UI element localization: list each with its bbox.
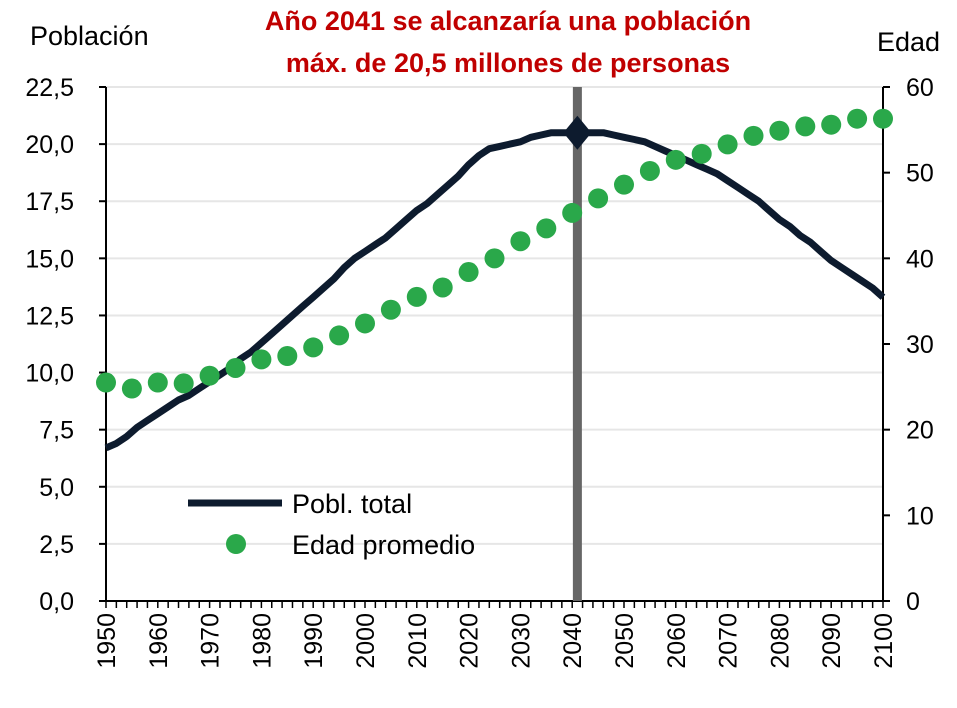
- legend-label-edad-promedio: Edad promedio: [292, 530, 475, 560]
- edad-promedio-point: [562, 202, 583, 223]
- x-tick-label: 2000: [352, 613, 380, 669]
- x-tick-label: 2060: [663, 613, 691, 669]
- edad-promedio-point: [355, 313, 375, 334]
- y-right-tick-label: 40: [906, 245, 934, 273]
- x-tick-label: 1980: [248, 613, 276, 669]
- edad-promedio-point: [847, 108, 868, 129]
- edad-promedio-point: [795, 116, 816, 137]
- edad-promedio-point: [484, 248, 505, 269]
- chart-title-line-1: Año 2041 se alcanzaría una población: [265, 6, 751, 36]
- y-left-tick-label: 15,0: [25, 245, 74, 273]
- edad-promedio-point: [329, 325, 350, 346]
- y-left-tick-label: 10,0: [25, 360, 74, 388]
- x-tick-label: 1970: [197, 613, 225, 669]
- edad-promedio-point: [821, 114, 842, 135]
- y-left-tick-label: 2,5: [39, 531, 74, 559]
- edad-promedio-point: [251, 349, 272, 370]
- y-right-tick-label: 50: [906, 160, 934, 188]
- y-right-tick-label: 20: [906, 417, 934, 445]
- chart-title-line-2: máx. de 20,5 millones de personas: [286, 48, 730, 78]
- y-right-tick-label: 60: [906, 74, 934, 102]
- x-tick-label: 2010: [404, 613, 432, 669]
- tick-labels: 0,0 2,5 5,0 7,5 10,0 12,5 15,0 17,5 20,0 22,5 0 10 2…: [25, 74, 933, 669]
- x-tick-label: 1960: [145, 613, 173, 669]
- pobl-total-line: [104, 129, 886, 452]
- y-left-tick-label: 5,0: [39, 474, 74, 502]
- x-tick-label: 2050: [611, 613, 639, 669]
- edad-promedio-point: [691, 143, 712, 164]
- x-tick-label: 2070: [715, 613, 743, 669]
- x-tick-label: 2100: [870, 613, 898, 669]
- legend: Pobl. total Edad promedio: [188, 489, 475, 560]
- series-edad-promedio: [96, 108, 893, 399]
- y-left-tick-label: 17,5: [25, 188, 74, 216]
- edad-promedio-point: [588, 188, 609, 209]
- edad-promedio-point: [380, 299, 401, 320]
- x-tick-label: 2020: [456, 613, 484, 669]
- y-right-tick-label: 0: [906, 588, 920, 616]
- edad-promedio-point: [458, 262, 479, 283]
- edad-promedio-point: [277, 345, 298, 366]
- axes: [99, 86, 890, 608]
- legend-label-pobl-total: Pobl. total: [292, 489, 412, 519]
- y-left-tick-label: 22,5: [25, 74, 74, 102]
- y-right-axis-title: Edad: [877, 27, 940, 57]
- x-tick-label: 1990: [300, 613, 328, 669]
- x-tick-label: 2030: [507, 613, 535, 669]
- y-left-tick-label: 12,5: [25, 302, 74, 330]
- x-tick-label: 1950: [93, 613, 121, 669]
- edad-promedio-point: [303, 337, 324, 358]
- edad-promedio-point: [769, 120, 790, 141]
- y-left-tick-label: 7,5: [39, 417, 74, 445]
- y-left-tick-label: 0,0: [39, 588, 74, 616]
- edad-promedio-point: [536, 218, 557, 239]
- series-pobl-total: [104, 115, 886, 452]
- edad-promedio-point: [510, 231, 531, 252]
- edad-promedio-point: [639, 160, 660, 181]
- edad-promedio-point: [665, 149, 686, 170]
- edad-promedio-point: [743, 125, 764, 146]
- y-left-axis-title: Población: [30, 21, 149, 51]
- x-tick-label: 2090: [818, 613, 846, 669]
- edad-promedio-point: [873, 108, 893, 129]
- legend-swatch-edad-promedio: [226, 534, 246, 554]
- peak-diamond-marker: [563, 115, 592, 150]
- gridlines: [106, 86, 883, 545]
- edad-promedio-point: [173, 373, 194, 394]
- y-right-tick-label: 30: [906, 331, 934, 359]
- edad-promedio-point: [121, 378, 142, 399]
- edad-promedio-point: [199, 365, 220, 386]
- x-tick-label: 2080: [766, 613, 794, 669]
- edad-promedio-point: [717, 134, 738, 155]
- edad-promedio-point: [406, 286, 427, 307]
- x-tick-label: 2040: [559, 613, 587, 669]
- edad-promedio-point: [147, 372, 168, 393]
- y-left-tick-label: 20,0: [25, 131, 74, 159]
- edad-promedio-point: [432, 277, 453, 298]
- edad-promedio-point: [614, 174, 634, 195]
- y-right-tick-label: 10: [906, 502, 934, 530]
- edad-promedio-point: [225, 357, 246, 378]
- edad-promedio-point: [96, 372, 116, 393]
